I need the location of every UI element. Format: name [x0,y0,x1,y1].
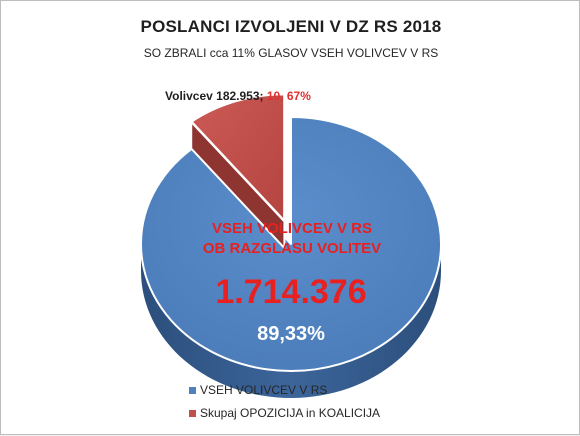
chart-title: POSLANCI IZVOLJENI V DZ RS 2018 [140,17,442,36]
legend: VSEH VOLIVCEV V RS Skupaj OPOZICIJA in K… [189,379,380,425]
slice-callout-label: Volivcev 182.953; 10, 67% [165,89,311,103]
legend-swatch-blue [189,386,196,394]
legend-label-red: Skupaj OPOZICIJA in KOALICIJA [200,406,381,420]
slice-label-line2: OB RAZGLASU VOLITEV [203,240,381,257]
callout-text: Volivcev 182.953; [165,89,267,103]
legend-item-blue: VSEH VOLIVCEV V RS [189,379,380,401]
slice-blue [140,116,442,372]
slice-red [189,92,286,223]
slice-blue-side [141,244,441,398]
legend-label-blue: VSEH VOLIVCEV V RS [200,383,328,397]
callout-percent: 10, 67% [266,89,311,103]
slice-value-label: 1.714.376 [215,273,366,311]
slice-percent-label: 89,33% [257,323,325,345]
legend-item-red: Skupaj OPOZICIJA in KOALICIJA [189,402,380,424]
legend-swatch-red [189,409,196,417]
chart-subtitle: SO ZBRALI cca 11% GLASOV VSEH VOLIVCEV V… [143,46,439,60]
slice-label-line1: VSEH VOLIVCEV V RS [212,220,372,237]
